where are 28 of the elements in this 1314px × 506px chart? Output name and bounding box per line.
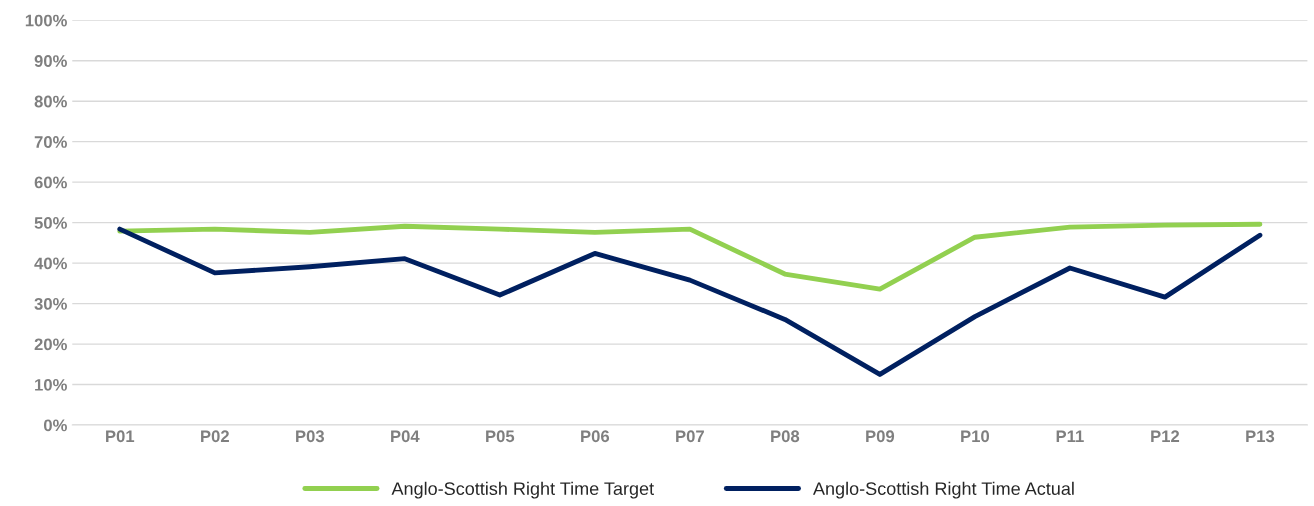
- y-tick-label: 70%: [34, 136, 67, 148]
- y-tick-label: 10%: [35, 378, 67, 391]
- y-tick-label: 30%: [34, 298, 67, 310]
- line-series: [117, 226, 1263, 377]
- x-tick-label: P12: [1151, 430, 1180, 442]
- x-tick-label: P07: [676, 430, 704, 443]
- legend-label: Anglo-Scottish Right Time Actual: [813, 481, 1074, 499]
- y-tick-label: 100%: [25, 14, 67, 27]
- x-tick-label: P01: [106, 430, 135, 443]
- x-tick-label: P11: [1056, 430, 1084, 442]
- legend-label: Anglo-Scottish Right Time Target: [391, 481, 654, 499]
- y-tick-label: 20%: [34, 338, 67, 351]
- y-tick-label: 50%: [34, 217, 67, 229]
- y-tick-label: 90%: [34, 55, 67, 67]
- x-tick-label: P13: [1246, 430, 1275, 443]
- line-series: [117, 221, 1263, 292]
- x-tick-label: P06: [581, 430, 610, 443]
- x-tick-label: P08: [771, 430, 800, 443]
- x-tick-label: P10: [961, 430, 990, 443]
- y-tick-label: 0%: [43, 419, 67, 432]
- x-tick-label: P03: [296, 430, 325, 443]
- y-tick-label: 60%: [34, 176, 67, 189]
- y-tick-label: 40%: [34, 257, 67, 270]
- x-tick-label: P02: [201, 430, 229, 443]
- y-tick-label: 80%: [34, 95, 67, 108]
- x-tick-label: P05: [486, 430, 515, 443]
- x-tick-label: P09: [866, 430, 895, 443]
- x-tick-label: P04: [391, 430, 420, 443]
